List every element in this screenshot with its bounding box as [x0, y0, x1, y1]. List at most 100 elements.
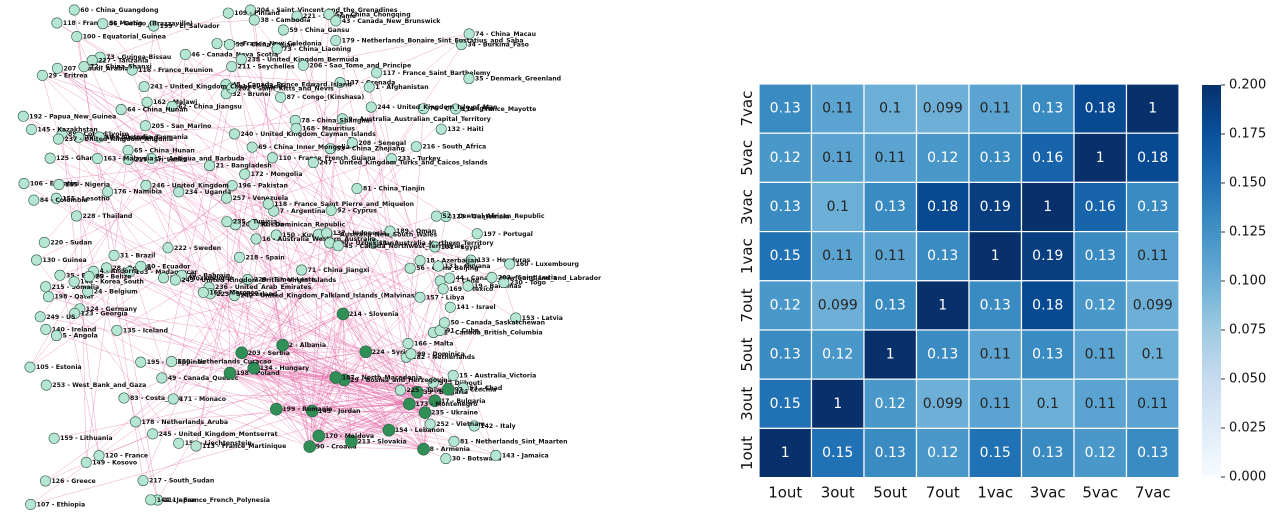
node-marker [169, 274, 181, 286]
node-label: 59 - China_Gansu [289, 27, 349, 34]
node-marker [158, 272, 170, 284]
node-marker [297, 59, 309, 71]
node-label: 240 - United_Kingdom_Cayman_Islands [240, 131, 376, 138]
network-node: 235 - Ukraine [418, 406, 478, 419]
node-marker [275, 91, 287, 103]
network-node: 170 - Moldova [312, 429, 374, 443]
network-node: 81 - China_Tianjin [351, 183, 425, 195]
network-edge [59, 275, 100, 456]
node-label: 166 - Malta [414, 340, 453, 347]
node-label: 76 - China_Ningxia [429, 106, 494, 113]
node-label: 1 - Afghanistan [375, 84, 428, 91]
node-label: 16 - Australia_Western_Australia [262, 236, 376, 243]
node-label: 247 - United_Kingdom_Turks_and_Caicos_Is… [319, 160, 488, 167]
node-label: 175 - Mozambique [170, 275, 234, 282]
network-edge [309, 107, 372, 447]
node-marker [51, 17, 63, 29]
node-label: 200 - Russia [241, 222, 284, 229]
node-label: 153 - Latvia [522, 315, 563, 322]
network-node: 25 - Belize [83, 271, 132, 283]
network-edge [116, 267, 411, 331]
heatmap-cell-value: 0.13 [980, 150, 1011, 166]
network-edge [83, 12, 229, 67]
node-label: 97 - Dominican_Republic [260, 221, 346, 228]
node-label: 111 - France_French_Polynesia [164, 497, 270, 504]
node-marker [329, 371, 343, 384]
heatmap-cell-value: 0.13 [770, 347, 801, 363]
node-marker [123, 266, 135, 278]
network-node: 134 - Hungary [247, 361, 309, 375]
node-label: 130 - Guinea [43, 257, 87, 264]
heatmap-cell [810, 132, 865, 183]
node-label: 229 - Timor-Leste [254, 277, 315, 284]
node-marker [510, 312, 522, 324]
node-label: 120 - France [105, 453, 148, 460]
network-edge [417, 285, 469, 393]
node-label: 132 - Haiti [447, 126, 483, 133]
y-tick-label: 7out [738, 288, 756, 322]
node-marker [52, 133, 64, 145]
network-edge [173, 88, 233, 399]
node-label: 168 - Mauritius [302, 125, 355, 132]
colorbar-tick-label: 0.050 [1229, 372, 1266, 387]
node-label: 145 - Kazakhstan [37, 126, 97, 133]
node-marker [266, 152, 278, 164]
node-marker [173, 186, 185, 198]
node-marker [122, 153, 134, 165]
heatmap-cell [1125, 427, 1180, 479]
node-marker [190, 440, 202, 452]
heatmap-cell-value: 1 [991, 248, 1000, 264]
network-edge [40, 316, 418, 393]
node-marker [367, 237, 379, 249]
network-node: 110 - France_French_Guiana [266, 152, 376, 164]
network-node: 154 - Lebanon [382, 423, 445, 437]
network-node: 198 - Poland [223, 366, 280, 380]
heatmap-cell-value: 1 [938, 297, 947, 313]
network-edge [344, 379, 390, 431]
network-node: 205 - San_Marino [139, 120, 211, 132]
node-marker [324, 143, 336, 155]
node-label: 35 - Denmark_Greenland [475, 76, 561, 83]
network-edge [57, 68, 493, 278]
network-edge [330, 82, 341, 211]
node-label: 245 - United_Kingdom_Montserrat [159, 431, 278, 438]
x-tick-label: 3vac [1030, 484, 1066, 502]
network-edge [351, 400, 435, 442]
network-edge [175, 33, 470, 281]
network-edge [173, 398, 310, 447]
node-label: 91 - Cuba [446, 327, 479, 334]
heatmap-cell-value: 0.16 [1032, 150, 1063, 166]
network-edge [312, 410, 424, 450]
node-label: 86 - Congo_(Brazzaville) [109, 21, 193, 28]
network-node: 93 - Czechia [441, 383, 496, 396]
node-label: 115 - France_New_Caledonia [223, 41, 322, 48]
heatmap-cell [810, 83, 865, 134]
network-node: 29 - Eritrea [36, 69, 88, 81]
network-edge [342, 313, 449, 390]
colorbar-tick-label: 0.125 [1229, 225, 1266, 240]
node-label: 90 - Croatia [316, 444, 357, 451]
node-label: 48 - Canada_Prince_Edward_Island [232, 81, 352, 88]
network-node: 144 - Japan [145, 494, 196, 506]
network-node: 15 - Australia_Victoria [447, 369, 536, 381]
node-marker [336, 307, 350, 321]
node-label: 159 - Lithuania [60, 435, 113, 442]
node-label: 58 - China_Fujian [235, 42, 294, 49]
network-node: 171 - Monaco [167, 393, 226, 405]
node-label: 53 - China_Zhejiang [336, 146, 405, 153]
network-node: 131 - Guyana [432, 260, 490, 272]
network-node: 192 - Papua_New_Guinea [17, 110, 116, 122]
node-marker [330, 35, 342, 47]
network-node: 150 - Kuwait [270, 229, 326, 241]
network-node: 149 - Kosovo [80, 456, 137, 468]
node-marker [197, 286, 209, 298]
network-edge [409, 403, 424, 450]
network-node: 240 - United_Kingdom_Cayman_Islands [228, 128, 376, 140]
network-node: 53 - Chad [457, 382, 502, 394]
node-label: 142 - Italy [480, 423, 515, 430]
heatmap-cell [758, 231, 813, 282]
node-label: 124 - Germany [86, 306, 137, 313]
network-node: 30 - Botswana [440, 453, 501, 465]
node-label: 205 - San_Marino [151, 123, 211, 130]
colorbar-tick-label: 0.175 [1229, 127, 1266, 142]
